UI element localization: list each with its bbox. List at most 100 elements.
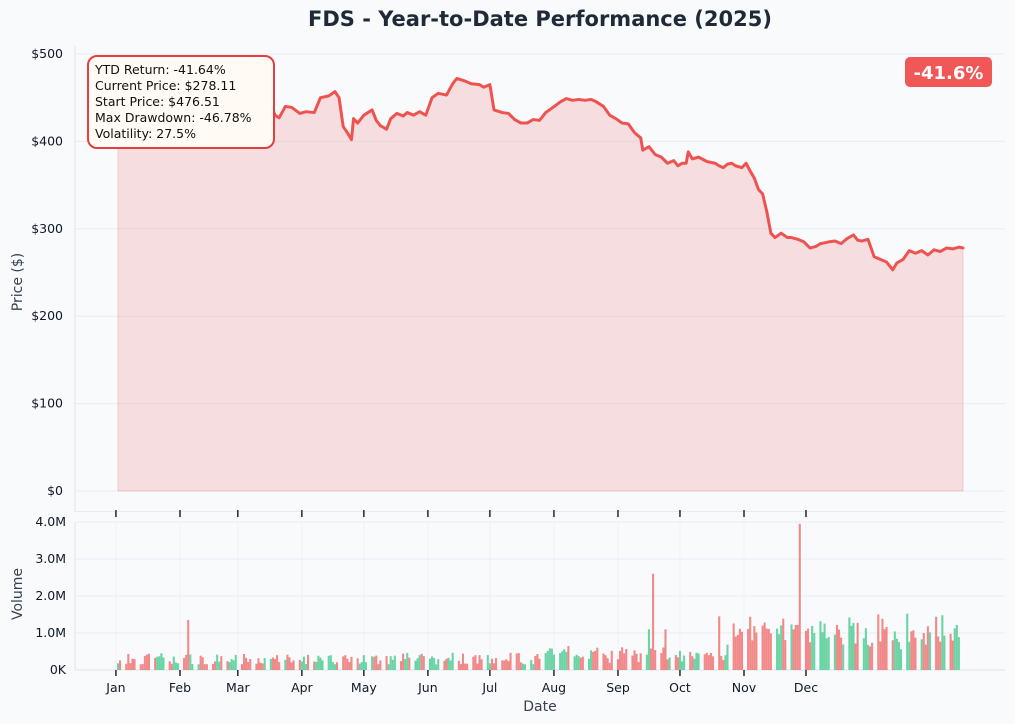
volume-bar-up	[488, 663, 491, 670]
volume-bar-up	[430, 656, 434, 670]
volume-bar-down	[517, 653, 520, 670]
volume-bar-down	[674, 655, 677, 670]
volume-bar-down	[807, 628, 810, 670]
stats-box: YTD Return: -41.64% Current Price: $278.…	[87, 55, 275, 149]
volume-bar-up	[953, 628, 956, 670]
volume-bar-down	[922, 632, 925, 670]
volume-bar-down	[935, 616, 938, 670]
volume-bar-up	[850, 625, 853, 670]
volume-x-tick-label: Dec	[794, 680, 818, 695]
volume-bar-down	[635, 653, 638, 670]
volume-bar-up	[776, 628, 779, 670]
volume-bar-down	[798, 523, 801, 670]
volume-bar-down	[767, 628, 770, 670]
volume-x-tick-label: Jun	[417, 680, 438, 695]
volume-bar-down	[143, 655, 146, 670]
volume-bar-up	[371, 656, 374, 670]
volume-x-tick-label: Apr	[291, 680, 313, 695]
volume-bar-down	[794, 625, 797, 670]
volume-bars	[116, 523, 960, 670]
volume-bar-up	[864, 628, 867, 670]
volume-bar-down	[286, 654, 289, 670]
stats-volatility: Volatility: 27.5%	[95, 126, 196, 141]
volume-bar-up	[263, 658, 266, 670]
volume-bar-down	[278, 662, 281, 670]
chart-title: FDS - Year-to-Date Performance (2025)	[308, 7, 772, 31]
volume-bar-down	[168, 661, 171, 670]
volume-bar-down	[538, 658, 541, 670]
volume-bar-down	[505, 659, 508, 670]
price-y-tick-label: $200	[31, 308, 63, 323]
volume-bar-down	[422, 656, 425, 670]
volume-bar-down	[490, 658, 493, 670]
volume-bar-down	[606, 658, 609, 670]
volume-bar-down	[203, 664, 206, 670]
volume-y-axis: 0K 1.0M 2.0M 3.0M 4.0M	[35, 514, 66, 677]
volume-bar-down	[185, 654, 188, 670]
volume-bar-down	[466, 663, 469, 670]
volume-bar-up	[331, 661, 334, 670]
volume-bar-down	[722, 659, 725, 670]
volume-bar-down	[507, 661, 510, 670]
volume-bar-down	[652, 573, 655, 670]
volume-bar-down	[937, 636, 940, 670]
volume-bar-up	[447, 657, 450, 670]
volume-x-tick-label: Jul	[481, 680, 497, 695]
volume-bar-down	[474, 655, 477, 670]
volume-bar-up	[678, 650, 681, 670]
volume-bar-down	[400, 661, 403, 670]
return-badge-text: -41.6%	[914, 63, 984, 84]
volume-bar-down	[689, 651, 692, 670]
volume-bar-down	[240, 664, 243, 670]
volume-bar-down	[199, 655, 202, 670]
volume-bar-down	[579, 657, 582, 670]
volume-bar-up	[893, 631, 896, 670]
volume-bar-down	[257, 658, 260, 670]
volume-bar-up	[416, 658, 419, 670]
volume-bar-down	[226, 661, 229, 670]
volume-bar-down	[709, 652, 712, 670]
volume-bar-up	[778, 634, 781, 670]
volume-bar-up	[418, 655, 421, 670]
volume-bar-up	[575, 654, 578, 670]
volume-bar-up	[162, 657, 165, 670]
volume-bar-up	[532, 664, 535, 670]
volume-bar-down	[501, 660, 504, 670]
volume-x-tick-label: Feb	[169, 680, 191, 695]
volume-bar-down	[129, 663, 132, 670]
volume-bar-down	[201, 657, 204, 670]
volume-bar-up	[449, 660, 452, 670]
volume-bar-up	[548, 648, 551, 670]
volume-bar-up	[546, 651, 549, 670]
volume-bar-down	[604, 655, 607, 670]
volume-y-tick-label: 1.0M	[35, 625, 66, 640]
volume-bar-down	[753, 626, 756, 670]
volume-bar-up	[565, 651, 568, 670]
volume-bar-down	[751, 640, 754, 670]
volume-bar-down	[145, 654, 148, 670]
volume-bar-up	[928, 632, 931, 670]
volume-bar-up	[158, 656, 161, 670]
volume-bar-up	[726, 644, 729, 670]
volume-bar-up	[269, 658, 272, 670]
price-line	[116, 73, 965, 272]
volume-x-tick-label: Nov	[732, 680, 757, 695]
volume-bar-down	[914, 637, 917, 670]
volume-bar-down	[127, 653, 130, 670]
volume-bar-up	[302, 656, 305, 670]
volume-bar-down	[536, 654, 539, 670]
volume-bar-down	[761, 625, 764, 670]
volume-bar-down	[856, 622, 859, 670]
volume-bar-down	[420, 653, 423, 670]
volume-bar-down	[141, 664, 144, 670]
volume-bar-up	[825, 638, 828, 670]
volume-bar-up	[588, 658, 591, 670]
volume-y-tick-label: 2.0M	[35, 588, 66, 603]
price-panel: $0 $100 $200 $300 $400 $500 Price ($) YTD Ret…	[10, 46, 1005, 513]
volume-bar-down	[924, 644, 927, 670]
volume-bar-up	[364, 662, 367, 670]
volume-bar-up	[573, 656, 576, 670]
volume-bar-up	[550, 648, 553, 670]
volume-bar-up	[329, 655, 332, 670]
volume-bar-down	[534, 656, 537, 670]
